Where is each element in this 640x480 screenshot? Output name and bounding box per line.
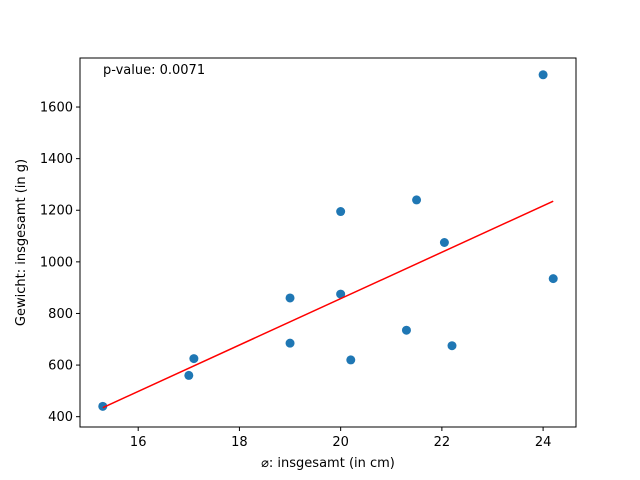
data-point — [412, 195, 422, 205]
p-value-annotation: p-value: 0.0071 — [103, 63, 205, 78]
y-tick-label: 1600 — [40, 101, 73, 116]
y-tick-label: 1400 — [40, 152, 73, 167]
x-tick-label: 22 — [434, 435, 451, 450]
x-tick-label: 18 — [231, 435, 248, 450]
plot-area — [98, 70, 558, 411]
x-tick-label: 24 — [535, 435, 552, 450]
y-tick-label: 600 — [48, 359, 73, 374]
x-tick-label: 16 — [130, 435, 147, 450]
y-tick-label: 400 — [48, 410, 73, 425]
y-axis-label: Gewicht: insgesamt (in g) — [14, 159, 29, 326]
data-point — [336, 207, 346, 217]
data-point — [285, 293, 295, 303]
data-point — [401, 325, 411, 335]
regression-line — [102, 200, 554, 409]
x-tick-label: 20 — [332, 435, 349, 450]
data-point — [538, 70, 548, 80]
data-point — [447, 341, 457, 351]
data-point — [439, 238, 449, 247]
data-point — [189, 354, 199, 364]
data-point — [98, 401, 108, 411]
axes: 16 18 20 22 24 400 600 800 1000 1200 1400 1600 — [40, 57, 577, 450]
data-point — [346, 355, 356, 365]
data-point — [548, 274, 558, 284]
y-tick-label: 1000 — [40, 255, 73, 270]
axes-frame — [79, 57, 577, 428]
y-tick-label: 800 — [48, 307, 73, 322]
x-axis-label: ⌀: insgesamt (in cm) — [261, 456, 395, 471]
data-point — [184, 370, 194, 380]
data-point — [336, 289, 346, 299]
data-point — [285, 338, 295, 348]
y-tick-label: 1200 — [40, 204, 73, 219]
